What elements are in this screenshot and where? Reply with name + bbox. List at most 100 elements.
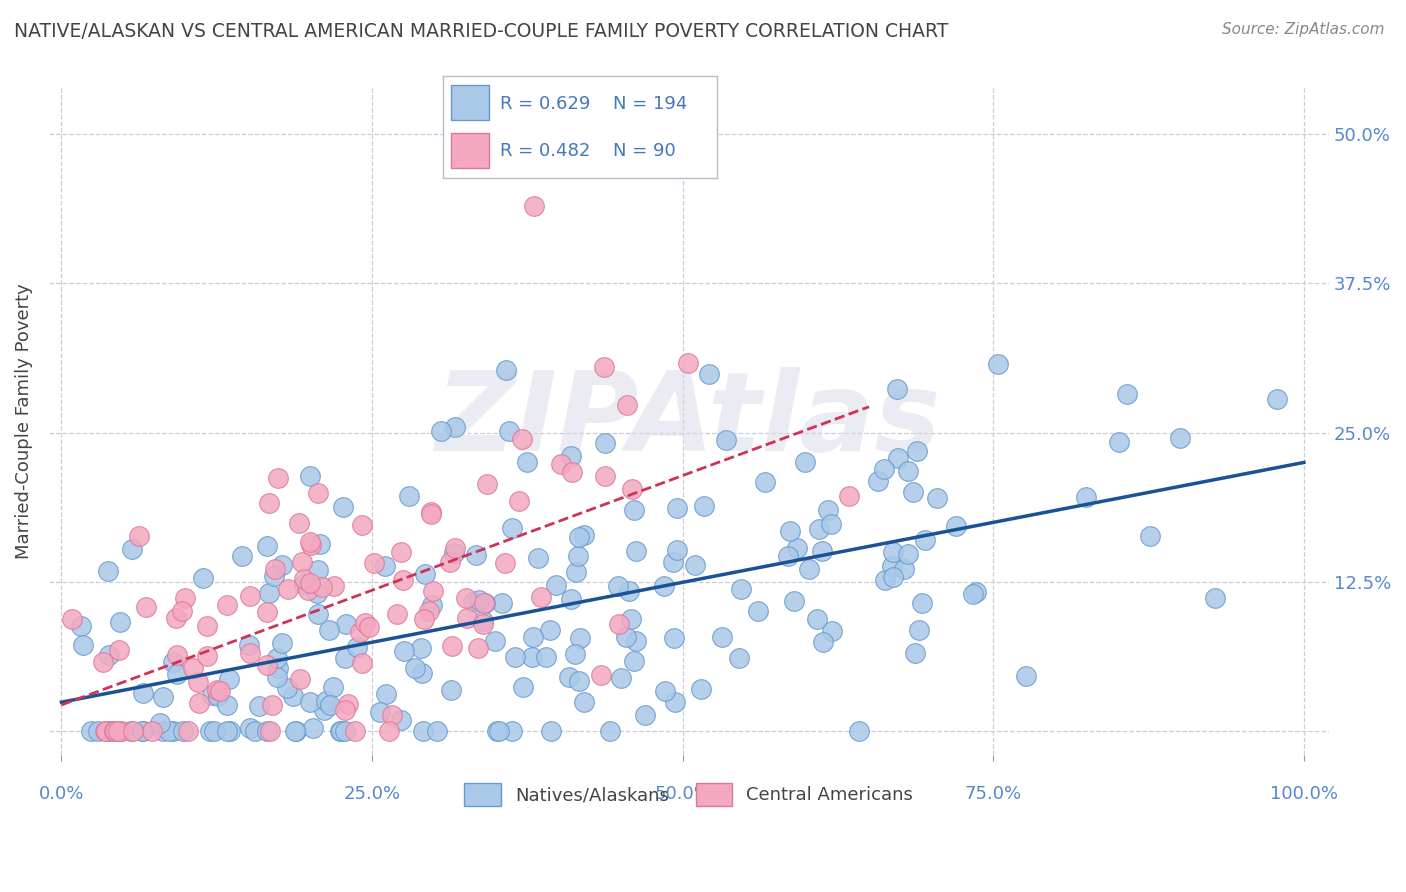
Point (238, 589, 260, 603)
Point (411, 665, 433, 680)
Point (754, 475, 776, 490)
Point (329, 724, 352, 739)
Text: 75.0%: 75.0% (965, 785, 1022, 803)
Point (267, 661, 290, 675)
Point (149, 716, 172, 731)
Point (322, 681, 344, 695)
Point (664, 695, 686, 709)
Legend: Natives/Alaskans, Central Americans: Natives/Alaskans, Central Americans (457, 776, 921, 813)
Point (783, 593, 806, 607)
Point (534, 649, 557, 664)
Point (530, 590, 553, 604)
Point (204, 724, 226, 739)
Point (474, 597, 496, 611)
Point (307, 607, 329, 621)
Point (806, 612, 828, 626)
Point (516, 455, 538, 469)
Point (498, 424, 520, 438)
Point (231, 549, 253, 564)
Point (617, 583, 640, 598)
Point (747, 604, 769, 618)
Point (491, 596, 513, 610)
Point (520, 650, 543, 665)
Point (256, 539, 278, 553)
Point (652, 578, 675, 592)
Point (690, 681, 713, 696)
Point (215, 698, 238, 712)
Point (572, 695, 595, 709)
Point (463, 595, 485, 609)
Point (201, 688, 224, 702)
Point (110, 724, 132, 739)
Point (893, 561, 915, 575)
Point (107, 724, 129, 739)
Point (1204, 591, 1226, 605)
Point (794, 455, 817, 469)
Point (430, 424, 453, 438)
Point (166, 666, 188, 681)
Point (965, 585, 987, 599)
Point (897, 464, 920, 478)
Point (620, 482, 643, 496)
Point (623, 502, 645, 516)
Point (522, 630, 544, 644)
Point (344, 724, 367, 739)
Point (443, 546, 465, 560)
Point (624, 633, 647, 648)
Point (103, 724, 125, 739)
Point (568, 530, 591, 544)
Point (413, 566, 436, 581)
Point (162, 656, 184, 670)
Point (419, 508, 441, 522)
Point (311, 580, 333, 594)
Point (299, 695, 322, 709)
Point (527, 551, 550, 566)
Point (911, 596, 934, 610)
Point (908, 623, 931, 637)
Point (475, 477, 498, 491)
Point (560, 449, 582, 463)
Point (72, 638, 94, 652)
Point (508, 494, 530, 508)
Point (323, 579, 346, 593)
Point (335, 651, 357, 665)
Point (141, 724, 163, 739)
Y-axis label: Married-Couple Family Poverty: Married-Couple Family Poverty (15, 283, 32, 558)
Point (544, 578, 567, 592)
Point (215, 598, 238, 612)
Point (572, 528, 595, 542)
Point (346, 640, 368, 654)
Point (120, 724, 142, 739)
Point (135, 599, 157, 614)
Point (1015, 668, 1038, 682)
Point (257, 586, 280, 600)
Point (359, 620, 381, 634)
Point (560, 592, 582, 607)
Text: R = 0.629: R = 0.629 (501, 95, 591, 112)
Point (330, 724, 353, 739)
Point (412, 724, 434, 739)
Point (256, 724, 278, 739)
Point (162, 724, 184, 739)
Point (882, 570, 904, 584)
Point (131, 685, 153, 699)
Point (609, 617, 631, 632)
Point (97, 564, 120, 578)
Point (565, 566, 588, 580)
Point (1108, 434, 1130, 449)
Point (501, 521, 523, 535)
Point (375, 687, 398, 701)
Point (80, 724, 103, 739)
Point (350, 656, 373, 670)
Point (352, 517, 374, 532)
Point (662, 631, 685, 645)
Point (866, 474, 889, 488)
Point (198, 724, 221, 739)
Point (259, 724, 281, 739)
Point (271, 558, 294, 573)
Point (538, 623, 561, 637)
Point (568, 673, 591, 688)
Point (299, 534, 322, 549)
Point (945, 518, 967, 533)
Point (302, 721, 325, 735)
